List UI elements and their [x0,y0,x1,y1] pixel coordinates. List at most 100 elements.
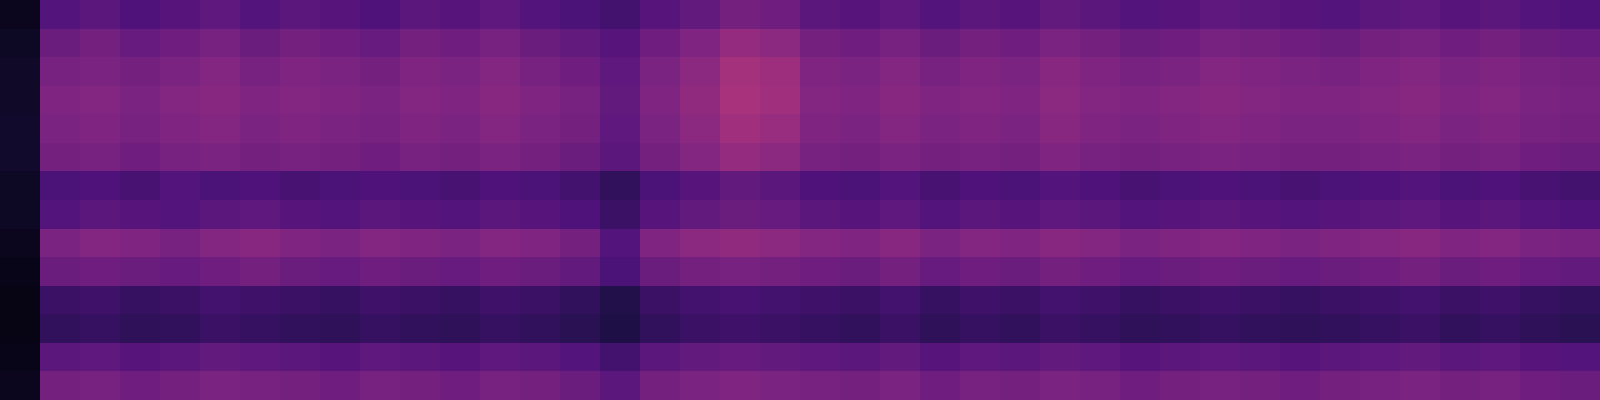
cell [880,286,921,315]
cell [720,143,761,172]
cell [560,343,601,372]
cell [1320,29,1361,58]
cell [1320,343,1361,372]
cell [520,86,561,115]
cell [680,371,721,400]
cell [320,257,361,286]
cell [960,200,1001,229]
cell [1200,314,1241,343]
cell [1520,229,1561,258]
cell [0,171,41,200]
cell [1400,57,1441,86]
cell [40,343,81,372]
cell [1240,114,1281,143]
cell [280,57,321,86]
cell [1120,343,1161,372]
cell [720,343,761,372]
cell [1000,286,1041,315]
cell [80,0,121,29]
cell [320,143,361,172]
cell [80,143,121,172]
cell [520,114,561,143]
cell [160,171,201,200]
cell [960,114,1001,143]
cell [1080,314,1121,343]
cell [680,171,721,200]
cell [1120,29,1161,58]
cell [240,143,281,172]
cell [400,371,441,400]
cell [120,229,161,258]
cell [680,114,721,143]
cell [960,57,1001,86]
cell [1280,286,1321,315]
cell [1240,371,1281,400]
cell [480,171,521,200]
cell [1080,86,1121,115]
cell [720,314,761,343]
cell [1560,0,1600,29]
cell [200,171,241,200]
cell [1400,29,1441,58]
cell [1120,57,1161,86]
cell [960,86,1001,115]
cell [1200,29,1241,58]
cell [560,114,601,143]
cell [400,286,441,315]
cell [160,114,201,143]
cell [520,57,561,86]
cell [1120,114,1161,143]
cell [1120,229,1161,258]
cell [360,257,401,286]
cell [280,314,321,343]
cell [1120,0,1161,29]
cell [1520,343,1561,372]
cell [320,343,361,372]
cell [360,0,401,29]
cell [640,57,681,86]
cell [480,143,521,172]
cell [760,343,801,372]
cell [840,343,881,372]
cell [520,371,561,400]
cell [640,200,681,229]
cell [560,229,601,258]
cell [560,314,601,343]
cell [1200,286,1241,315]
cell [1440,143,1481,172]
cell [1120,371,1161,400]
cell [1520,114,1561,143]
cell [1240,200,1281,229]
cell [800,200,841,229]
cell [1120,200,1161,229]
cell [240,114,281,143]
cell [840,29,881,58]
cell [280,171,321,200]
cell [1560,29,1600,58]
cell [120,257,161,286]
cell [1560,343,1600,372]
cell [1200,114,1241,143]
cell [480,57,521,86]
cell [80,57,121,86]
cell [320,57,361,86]
cell [280,29,321,58]
cell [1480,314,1521,343]
cell [1280,229,1321,258]
cell [600,143,641,172]
cell [1400,171,1441,200]
cell [560,371,601,400]
cell [560,0,601,29]
cell [1160,57,1201,86]
cell [840,143,881,172]
cell [1280,0,1321,29]
cell [160,371,201,400]
cell [920,171,961,200]
cell [360,114,401,143]
cell [1440,343,1481,372]
cell [400,57,441,86]
cell [1080,257,1121,286]
cell [920,314,961,343]
cell [520,143,561,172]
cell [1320,371,1361,400]
